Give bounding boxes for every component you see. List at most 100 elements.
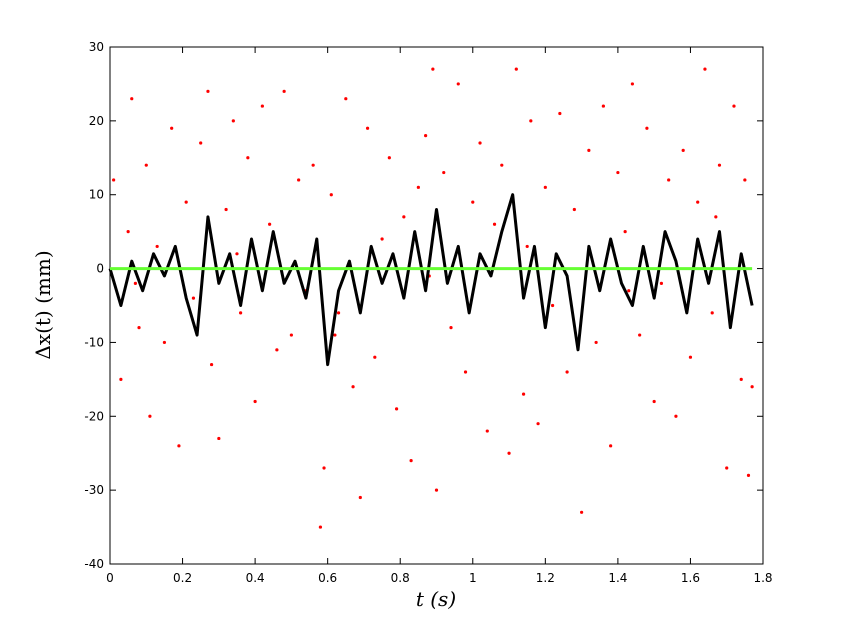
- scatter-point: [659, 281, 664, 285]
- scatter-point: [434, 488, 439, 492]
- line-series: [108, 193, 754, 367]
- x-tick-label: 1.2: [536, 571, 555, 585]
- scatter-point: [253, 399, 257, 404]
- scatter-point: [231, 119, 235, 123]
- scatter-point: [485, 429, 489, 433]
- scatter-point: [750, 385, 754, 389]
- x-tick-label: 0.8: [391, 571, 410, 585]
- scatter-point: [514, 67, 518, 71]
- scatter-point: [558, 111, 562, 116]
- scatter-point: [717, 163, 722, 167]
- scatter-point: [681, 148, 685, 152]
- x-tick-label: 0.2: [173, 571, 192, 585]
- scatter-point: [623, 230, 627, 234]
- scatter-point: [336, 311, 341, 315]
- scatter-point: [442, 170, 446, 175]
- scatter-point: [387, 156, 391, 160]
- scatter-point: [732, 104, 736, 108]
- scatter-point: [739, 377, 743, 381]
- scatter-point: [746, 473, 751, 477]
- plot-frame: [109, 46, 764, 565]
- scatter-point: [550, 303, 555, 308]
- scatter-point: [289, 333, 293, 337]
- scatter-point: [424, 134, 428, 138]
- scatter-point: [594, 340, 598, 345]
- scatter-point: [449, 326, 453, 330]
- scatter-point: [239, 311, 243, 315]
- scatter-point: [268, 222, 272, 226]
- y-tick-label: -20: [84, 409, 104, 423]
- scatter-point: [329, 193, 333, 197]
- scatter-point: [525, 244, 529, 249]
- scatter-point: [630, 82, 635, 86]
- scatter-point: [463, 370, 468, 374]
- scatter-point: [155, 244, 159, 249]
- scatter-point: [333, 333, 337, 337]
- scatter-point: [373, 355, 377, 359]
- scatter-point: [246, 156, 250, 160]
- x-tick-label: 0.4: [246, 571, 265, 585]
- scatter-point: [199, 141, 203, 145]
- y-tick-label: 0: [96, 262, 104, 276]
- x-axis-title: t (s): [416, 587, 456, 611]
- scatter-point: [133, 281, 137, 285]
- scatter-point: [170, 126, 174, 130]
- scatter-point: [529, 119, 533, 123]
- scatter-point: [416, 185, 420, 189]
- scatter-point: [431, 67, 435, 71]
- scatter-point: [696, 200, 700, 204]
- scatter-point: [507, 451, 511, 455]
- scatter-point: [144, 163, 148, 167]
- scatter-point: [616, 170, 620, 175]
- scatter-point: [725, 466, 729, 470]
- scatter-point: [521, 392, 526, 396]
- scatter-point: [674, 414, 678, 418]
- scatter-point: [500, 163, 504, 167]
- scatter-point: [235, 252, 239, 256]
- x-tick-label: 1.6: [681, 571, 700, 585]
- scatter-point: [492, 222, 497, 226]
- scatter-point: [572, 207, 576, 212]
- scatter-point: [543, 185, 547, 189]
- scatter-point: [365, 126, 370, 130]
- y-axis-title: Δx(t) (mm): [31, 250, 55, 359]
- scatter-point: [627, 289, 631, 293]
- scatter-point: [224, 207, 228, 212]
- scatter-point: [402, 215, 406, 219]
- y-tick-label: -10: [84, 335, 104, 349]
- x-tick-label: 1.8: [753, 571, 772, 585]
- scatter-point: [710, 311, 714, 315]
- scatter-point: [565, 370, 569, 374]
- scatter-point: [282, 89, 286, 93]
- scatter-point: [184, 200, 188, 204]
- scatter-point: [580, 510, 584, 514]
- scatter-point: [743, 178, 747, 182]
- scatter-point: [217, 436, 221, 441]
- scatter-point: [703, 67, 707, 71]
- scatter-point: [344, 97, 348, 101]
- scatter-point: [471, 200, 475, 204]
- scatter-point: [137, 326, 141, 330]
- scatter-point: [536, 422, 540, 426]
- scatter-point: [394, 407, 399, 411]
- scatter-point: [311, 163, 315, 167]
- x-tick-label: 1.4: [608, 571, 627, 585]
- scatter-point: [112, 178, 116, 182]
- scatter-point: [275, 348, 279, 352]
- scatter-point: [206, 89, 210, 93]
- scatter-point: [601, 104, 605, 108]
- scatter-point: [318, 525, 323, 529]
- x-tick-label: 0: [106, 571, 114, 585]
- scatter-point: [652, 399, 656, 404]
- y-tick-label: -40: [84, 557, 104, 571]
- scatter-point: [688, 355, 693, 359]
- scatter-point: [260, 104, 264, 108]
- y-tick-label: 10: [89, 188, 104, 202]
- scatter-point: [351, 385, 355, 389]
- scatter-point: [191, 296, 196, 300]
- scatter-point: [380, 237, 384, 241]
- scatter-point: [119, 377, 123, 381]
- scatter-point: [322, 466, 326, 470]
